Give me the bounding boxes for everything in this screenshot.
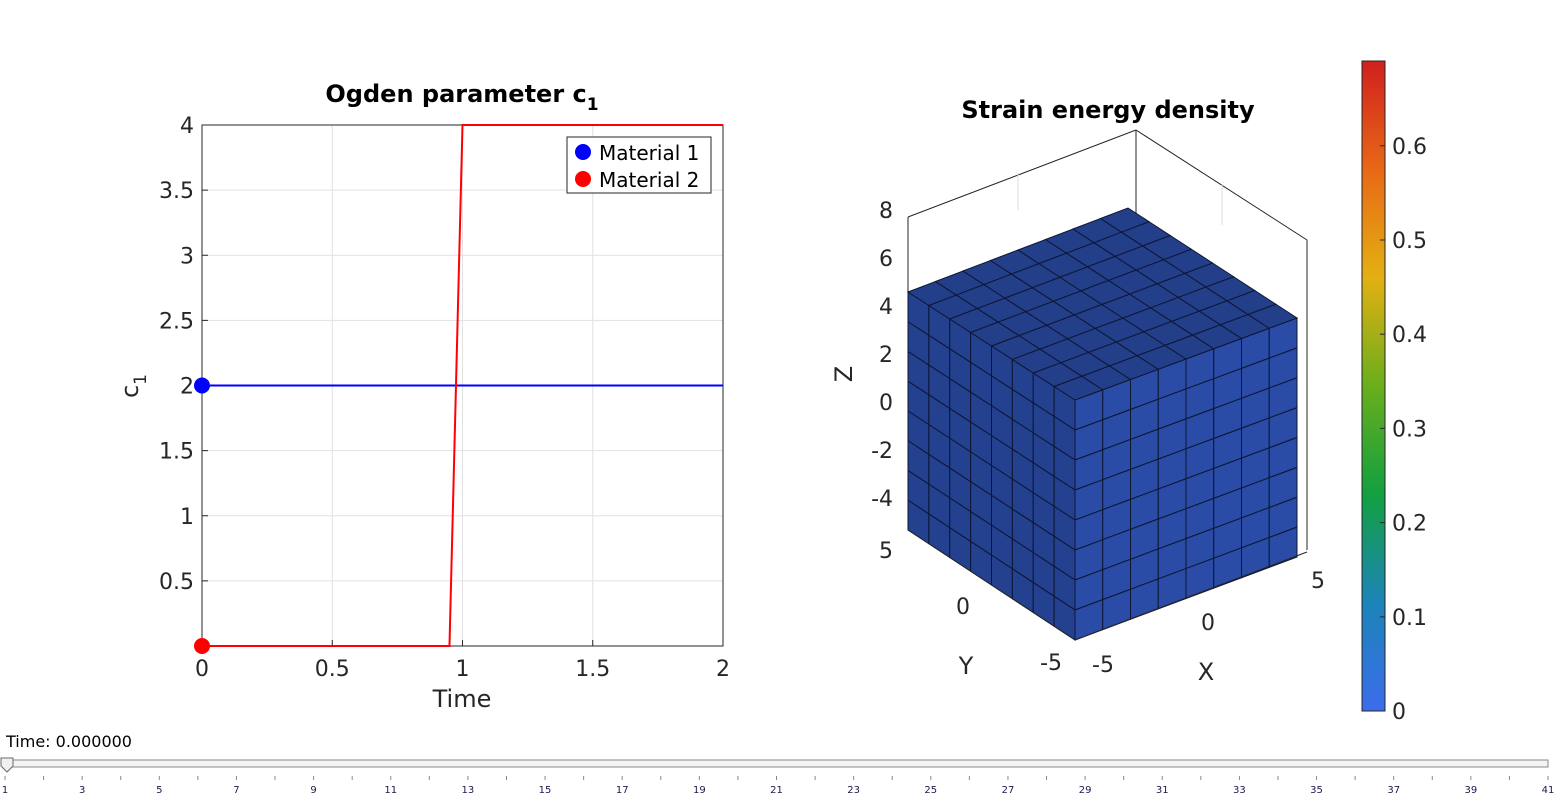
mesh-cube xyxy=(906,207,1299,641)
colorbar-tick-label: 0.6 xyxy=(1392,135,1427,160)
z-axis-label: Z xyxy=(830,366,858,382)
y-tick-label: 5 xyxy=(879,539,893,564)
slider-tick-label: 15 xyxy=(539,785,552,796)
z-tick-label: 2 xyxy=(879,343,893,368)
y-tick-label: 3 xyxy=(180,244,194,269)
legend-marker-material-2 xyxy=(575,171,591,187)
figure-canvas: Ogden parameter c1 0 0.5 1 1.5 20.511.522.53… xyxy=(116,60,1427,725)
colorbar-gradient xyxy=(1361,60,1386,712)
series-marker-material-2 xyxy=(194,638,210,654)
legend-label-material-1: Material 1 xyxy=(599,141,699,165)
z-tick-label: -2 xyxy=(871,439,893,464)
y-axis-label: c1 xyxy=(116,374,151,398)
slider-tick-label: 9 xyxy=(310,785,316,796)
y-tick-label: 3.5 xyxy=(159,179,194,204)
slider-tick-label: 31 xyxy=(1156,785,1169,796)
ogden-parameter-chart: Ogden parameter c1 0 0.5 1 1.5 20.511.522.53… xyxy=(116,80,730,713)
colorbar-ticks: 0 0.1 0.2 0.3 0.4 0.5 0.6 xyxy=(1380,135,1427,725)
slider-tick-label: 41 xyxy=(1542,785,1555,796)
x-tick-label: 2 xyxy=(716,657,730,682)
legend-marker-material-1 xyxy=(575,144,591,160)
slider-track[interactable] xyxy=(3,759,1549,768)
slider-tick-label: 7 xyxy=(233,785,239,796)
x-tick-label: 1 xyxy=(456,657,470,682)
slider-tick-label: 29 xyxy=(1079,785,1092,796)
z-tick-label: -4 xyxy=(871,487,893,512)
slider-tick-label: 39 xyxy=(1464,785,1477,796)
slider-tick-marks: 1 3 5 7 9 11 13 15 17 19 21 23 25 27 29 31 33 35 37 39 41 xyxy=(2,776,1555,796)
axis-tick-labels: 8 6 4 2 0 -2 -4 5 0 -5 -5 0 5 xyxy=(871,199,1325,678)
chart-legend: Material 1 Material 2 xyxy=(566,136,712,194)
top-face-cell xyxy=(1247,303,1299,329)
x-tick-label: 0 xyxy=(195,657,209,682)
slider-tick-label: 17 xyxy=(616,785,629,796)
slider-thumb-shape xyxy=(0,757,14,773)
slider-tick-label: 19 xyxy=(693,785,706,796)
chart-title-subscript: 1 xyxy=(587,95,599,115)
slider-tick-label: 25 xyxy=(924,785,937,796)
slider-tick-label: 37 xyxy=(1387,785,1400,796)
x-tick-label: 0 xyxy=(1201,611,1215,636)
y-tick-label: 2.5 xyxy=(159,309,194,334)
slider-tick-label: 23 xyxy=(847,785,860,796)
y-tick-label: 0 xyxy=(956,595,970,620)
legend-box xyxy=(566,136,712,194)
y-tick-label: 1 xyxy=(180,505,194,530)
x-tick-label: -5 xyxy=(1092,653,1114,678)
time-label: Time: 0.000000 xyxy=(6,732,132,751)
y-tick-label: 4 xyxy=(180,114,194,139)
z-tick-label: 8 xyxy=(879,199,893,224)
series-line-material-2 xyxy=(202,124,723,647)
y-axis-label: Y xyxy=(958,652,974,680)
y-axis-label-subscript: 1 xyxy=(131,374,151,385)
z-tick-label: 4 xyxy=(879,295,893,320)
colorbar-tick-label: 0.5 xyxy=(1392,229,1427,254)
chart-title-main: Ogden parameter c xyxy=(325,80,586,108)
y-tick-label: 2 xyxy=(180,375,194,400)
legend-label-material-2: Material 2 xyxy=(599,168,699,192)
slider-tick-label: 3 xyxy=(79,785,85,796)
slider-thumb[interactable] xyxy=(0,757,14,773)
slider-tick-label: 21 xyxy=(770,785,783,796)
colorbar-tick-label: 0.1 xyxy=(1392,606,1427,631)
x-axis-label: Time xyxy=(432,685,492,713)
slider-tick-label: 11 xyxy=(384,785,397,796)
axes-box-front xyxy=(907,529,1308,641)
slider-tick-label: 5 xyxy=(156,785,162,796)
axes-box-edge xyxy=(1074,551,1308,641)
colorbar: 0 0.1 0.2 0.3 0.4 0.5 0.6 xyxy=(1361,60,1427,725)
slider-tick-label: 13 xyxy=(462,785,475,796)
x-tick-label: 0.5 xyxy=(315,657,350,682)
axes-box-edge xyxy=(907,529,1076,641)
y-axis-label-main: c xyxy=(116,385,144,398)
colorbar-tick-label: 0.4 xyxy=(1392,323,1427,348)
z-tick-label: 6 xyxy=(879,247,893,272)
colorbar-tick-label: 0.3 xyxy=(1392,417,1427,442)
y-tick-label: 0.5 xyxy=(159,570,194,595)
colorbar-tick-label: 0 xyxy=(1392,700,1406,725)
y-tick-label: 1.5 xyxy=(159,440,194,465)
x-tick-label: 1.5 xyxy=(575,657,610,682)
slider-tick-label: 33 xyxy=(1233,785,1246,796)
slider-tick-label: 35 xyxy=(1310,785,1323,796)
slider-tick-label: 1 xyxy=(2,785,8,796)
slider-tick-label: 27 xyxy=(1002,785,1015,796)
x-tick-label: 5 xyxy=(1311,569,1325,594)
time-slider[interactable]: 1 3 5 7 9 11 13 15 17 19 21 23 25 27 29 31 33 35 37 39 41 xyxy=(0,756,1558,800)
z-tick-label: 0 xyxy=(879,391,893,416)
y-tick-label: -5 xyxy=(1040,651,1062,676)
right-face-cell xyxy=(1268,526,1298,569)
chart-title: Strain energy density xyxy=(961,96,1255,124)
chart-title: Ogden parameter c1 xyxy=(325,80,598,115)
x-axis-label: X xyxy=(1198,658,1214,686)
series-marker-material-1 xyxy=(194,377,210,394)
series-lines xyxy=(194,124,723,654)
colorbar-tick-label: 0.2 xyxy=(1392,512,1427,537)
tick-labels: 0 0.5 1 1.5 2 0.5 1 1.5 2 2.5 3 3.5 4 xyxy=(159,114,730,682)
axes-box-edge xyxy=(907,129,1137,218)
